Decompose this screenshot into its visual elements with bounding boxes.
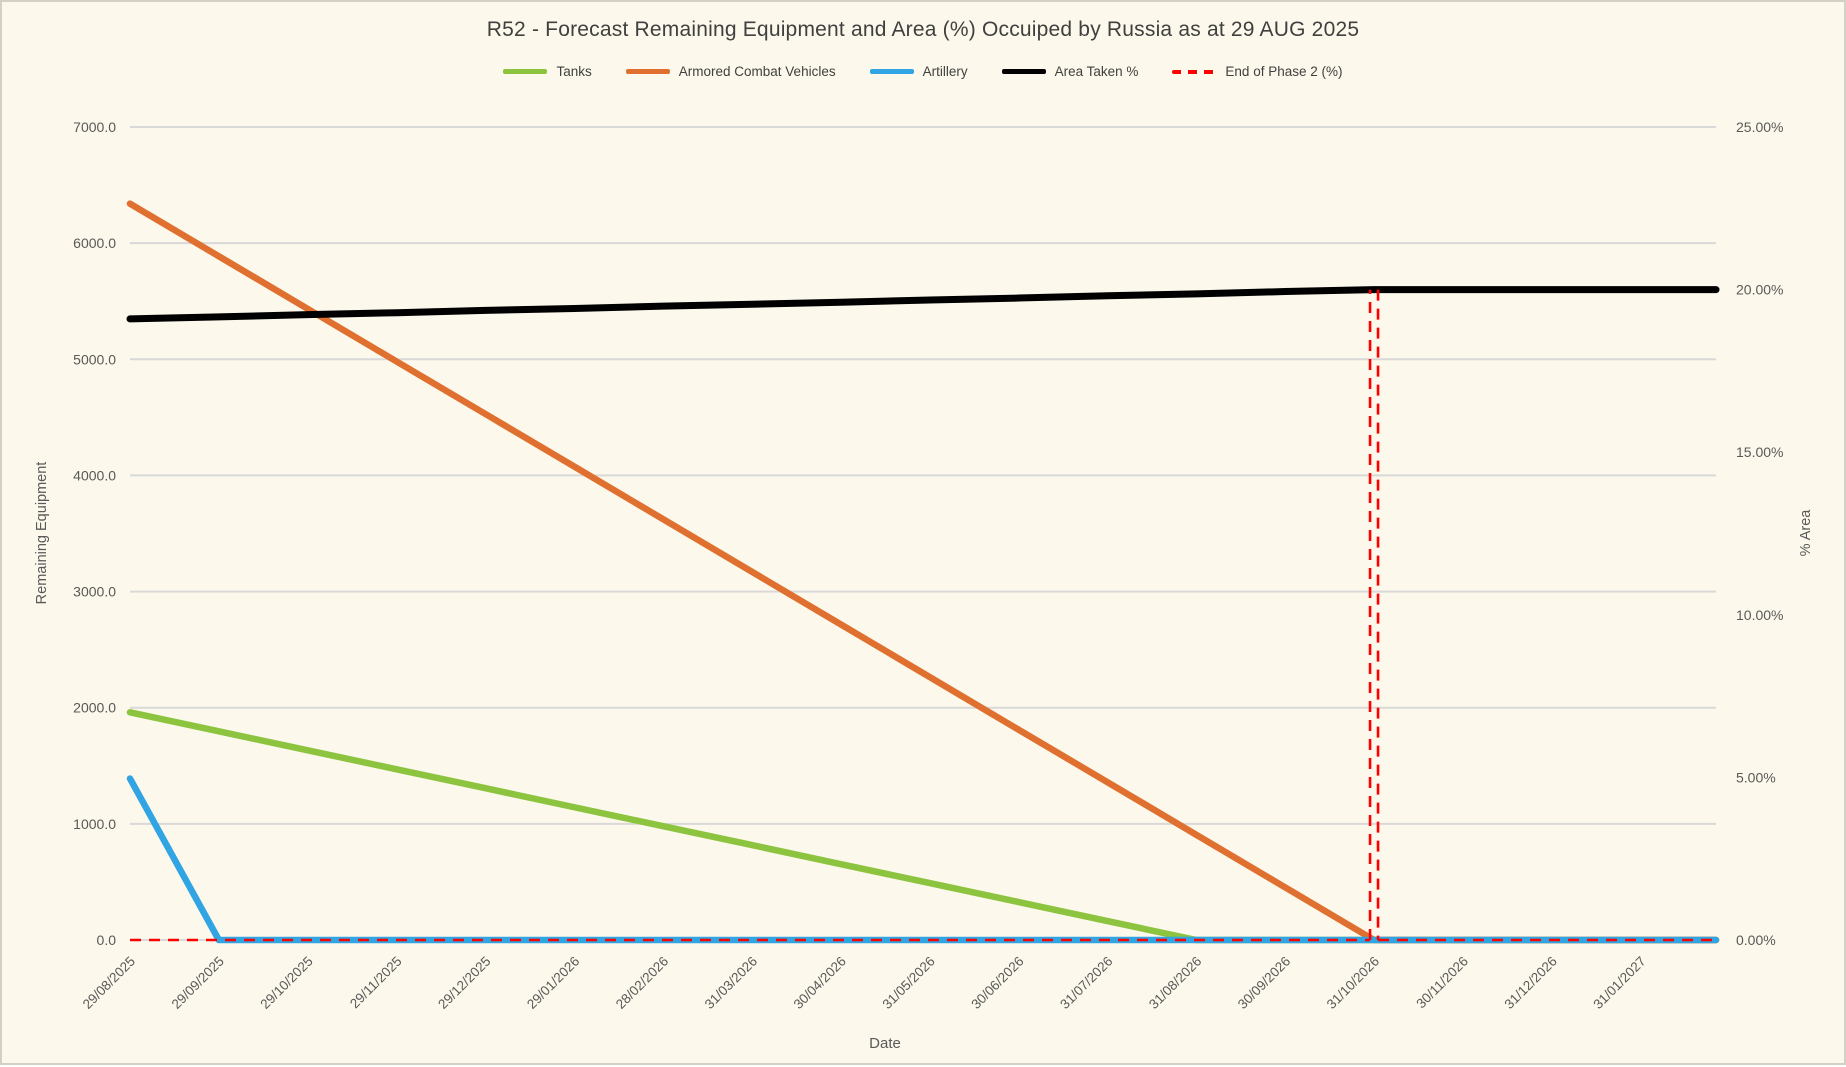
y-axis-title-left: Remaining Equipment	[34, 462, 50, 605]
legend-item-end-of-phase-2: End of Phase 2 (%)	[1172, 64, 1343, 79]
x-axis-tick-label: 30/06/2026	[968, 954, 1026, 1012]
x-axis-tick-label: 29/11/2025	[347, 954, 405, 1012]
x-axis-tick-label: 30/09/2026	[1235, 954, 1293, 1012]
gridlines	[130, 126, 1716, 941]
x-axis-tick-label: 29/08/2025	[80, 954, 138, 1012]
y-axis-left-tick-label: 4000.0	[73, 467, 116, 483]
x-axis-tick-label: 30/11/2026	[1413, 954, 1471, 1012]
y-axis-right-tick-label: 0.00%	[1736, 932, 1776, 948]
legend-label-area-taken: Area Taken %	[1054, 64, 1139, 79]
y-axis-left-tick-label: 0.0	[97, 932, 117, 948]
x-axis-tick-label: 29/01/2026	[524, 954, 582, 1012]
y-axis-right-tick-label: 5.00%	[1736, 769, 1776, 785]
chart-title: R52 - Forecast Remaining Equipment and A…	[486, 18, 1360, 41]
legend-swatch-area-taken	[1001, 69, 1046, 74]
legend-item-armored-combat-vehicles: Armored Combat Vehicles	[625, 64, 836, 79]
legend-label-artillery: Artillery	[922, 64, 968, 79]
x-axis-tick-label: 31/07/2026	[1057, 954, 1115, 1012]
x-axis-tick-label: 29/09/2025	[169, 954, 227, 1012]
series-line-area-taken	[126, 286, 1720, 323]
x-axis-tick-label: 31/12/2026	[1501, 954, 1559, 1012]
x-axis-tick-label: 29/10/2025	[257, 954, 315, 1012]
x-axis-tick-labels: 29/08/2025 29/09/2025 29/10/2025 29/11/2025…	[80, 954, 1649, 1012]
y-axis-title-right: % Area	[1798, 509, 1814, 557]
legend: Tanks Armored Combat Vehicles Artillery Are…	[2, 64, 1844, 79]
y-axis-left-tick-label: 2000.0	[73, 700, 116, 716]
legend-item-tanks: Tanks	[503, 64, 592, 79]
y-axis-right-tick-labels: 0.00% 5.00% 10.00% 15.00% 20.00% 25.00%	[1736, 119, 1783, 948]
legend-label-end-of-phase-2: End of Phase 2 (%)	[1225, 64, 1343, 79]
y-axis-right-tick-label: 10.00%	[1736, 607, 1783, 623]
legend-item-area-taken: Area Taken %	[1001, 64, 1139, 79]
series-line-tanks	[126, 709, 1720, 944]
legend-swatch-artillery	[869, 69, 914, 74]
x-axis-tick-label: 31/03/2026	[702, 954, 760, 1012]
legend-swatch-tanks	[503, 69, 548, 74]
series-lines	[126, 200, 1720, 944]
y-axis-left-tick-label: 5000.0	[73, 351, 116, 367]
series-line-artillery	[126, 775, 1720, 944]
legend-item-artillery: Artillery	[869, 64, 968, 79]
y-axis-right-tick-label: 15.00%	[1736, 444, 1783, 460]
legend-swatch-end-of-phase-2	[1172, 69, 1217, 74]
y-axis-left-tick-labels: 0.0 1000.0 2000.0 3000.0 4000.0 5000.0 6000.0 7…	[73, 119, 116, 948]
legend-label-armored-combat-vehicles: Armored Combat Vehicles	[678, 64, 836, 79]
y-axis-left-tick-label: 3000.0	[73, 584, 116, 600]
x-axis-title: Date	[869, 1035, 901, 1052]
y-axis-left-tick-label: 6000.0	[73, 235, 116, 251]
y-axis-right-tick-label: 25.00%	[1736, 119, 1783, 135]
x-axis-tick-label: 29/12/2025	[435, 954, 493, 1012]
x-axis-tick-label: 30/04/2026	[791, 954, 849, 1012]
x-axis-tick-label: 28/02/2026	[613, 954, 671, 1012]
series-line-end-of-phase-2	[130, 289, 1716, 942]
x-axis-tick-label: 31/10/2026	[1324, 954, 1382, 1012]
legend-label-tanks: Tanks	[556, 64, 592, 79]
x-axis-tick-label: 31/05/2026	[879, 954, 937, 1012]
legend-swatch-armored-combat-vehicles	[625, 69, 670, 74]
y-axis-right-tick-label: 20.00%	[1736, 282, 1783, 298]
y-axis-left-tick-label: 1000.0	[73, 816, 116, 832]
y-axis-left-tick-label: 7000.0	[73, 119, 116, 135]
x-axis-tick-label: 31/08/2026	[1146, 954, 1204, 1012]
x-axis-tick-label: 31/01/2027	[1590, 954, 1648, 1012]
